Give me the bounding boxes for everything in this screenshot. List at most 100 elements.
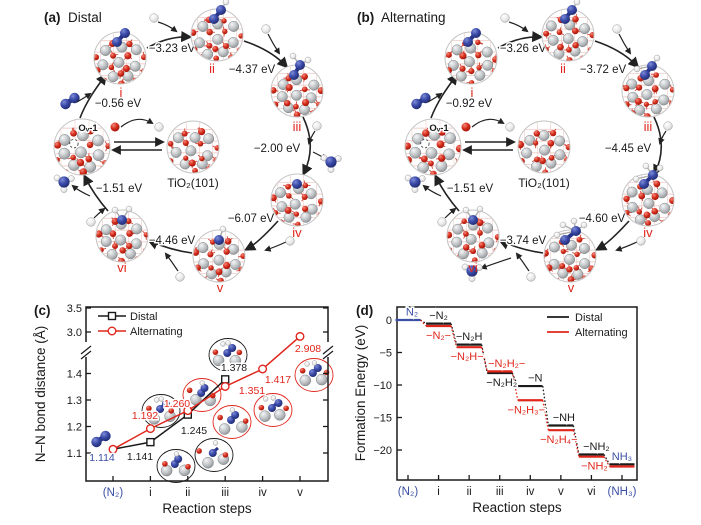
x-axis-title: Reaction steps [472, 500, 562, 515]
n-atom [289, 70, 299, 80]
ti-atom [435, 160, 448, 173]
o-atom [224, 237, 232, 245]
legend-label: Alternating [130, 326, 183, 338]
energy-label: −4.60 eV [579, 213, 626, 225]
h-addition-arrow [444, 207, 457, 219]
o-atom [591, 251, 596, 259]
reaction-arrow-6 [83, 173, 109, 212]
h-atom-free [175, 272, 185, 282]
adsorbate-n2h3 [632, 162, 664, 189]
reaction-arrow-5 [497, 239, 544, 254]
ti-atom [641, 89, 653, 101]
o-atom [623, 195, 630, 202]
h-atom-free [500, 13, 510, 23]
n-atom [274, 399, 283, 407]
n-atom [267, 404, 276, 412]
ti-atom [218, 423, 231, 435]
y-tick-label: 1.4 [67, 369, 82, 381]
ti-atom [275, 187, 286, 199]
energy-label: −1.51 eV [96, 183, 143, 195]
o-atom [183, 155, 189, 161]
ti-atom [276, 91, 288, 103]
ti-atom [115, 234, 127, 246]
adsorbate-n [292, 179, 302, 189]
ti-atom [124, 248, 136, 260]
energy-label: −3.72 eV [580, 64, 627, 76]
o-atom [173, 169, 179, 173]
n-atom [60, 98, 71, 110]
n-atom [292, 179, 302, 189]
o-atom [468, 80, 475, 84]
cycle-structure-ii [190, 0, 244, 62]
ti-atom [228, 20, 240, 32]
ti-atom [189, 132, 201, 144]
o-atom [222, 28, 228, 35]
o-atom [271, 87, 277, 94]
o-atom [117, 70, 125, 77]
o-atom [240, 253, 245, 259]
h-addition-arrow [307, 130, 316, 145]
o-atom [572, 41, 579, 49]
oxygen-removal-arrow [120, 117, 154, 128]
cycle-step-label-v: v [568, 280, 575, 295]
o-atom [475, 52, 482, 59]
legend-label: Distal [575, 312, 603, 324]
o-atom [544, 250, 549, 257]
step-label: −N₂H [456, 331, 483, 343]
o-atom [543, 30, 550, 37]
legend-label: Alternating [575, 327, 628, 339]
o-atom [168, 408, 175, 414]
n-atom [209, 14, 219, 24]
reaction-arrow-1 [497, 31, 544, 49]
h-atom [111, 206, 119, 214]
o-atom [197, 140, 204, 147]
o-atom [212, 349, 219, 355]
plot-border [396, 306, 638, 481]
y-tick-label: −5 [379, 348, 392, 360]
structure-inset [253, 393, 293, 427]
energy-label: −4.45 eV [605, 143, 652, 155]
x-tick-label: ii [185, 487, 190, 499]
o-atom [301, 193, 308, 200]
o-atom [214, 145, 219, 151]
n-atom [560, 14, 570, 24]
step-label: −N₂H₂ [486, 377, 517, 389]
ti-atom [643, 198, 655, 209]
ti-atom [577, 36, 589, 48]
o-atom [567, 276, 575, 282]
cycle-step-label-v: v [217, 280, 224, 295]
h-addition-arrow [515, 252, 530, 272]
n-atom [571, 226, 581, 236]
x-tick-label: iii [496, 486, 504, 498]
n-atom [231, 411, 240, 419]
o-atom-free [461, 122, 471, 132]
ti-atom [160, 464, 173, 477]
reaction-arrow-4 [244, 220, 279, 251]
h-atom-free [261, 24, 271, 34]
ti-atom [197, 242, 209, 254]
ti-atom [227, 37, 239, 48]
ti-atom [97, 59, 109, 71]
o-atom [212, 45, 219, 53]
reduced-surface-structure [404, 118, 462, 176]
ti-atom [659, 78, 671, 90]
x-tick-label: (N₂) [103, 487, 124, 499]
o-atom [557, 43, 564, 51]
o-atom [477, 230, 483, 236]
ti-atom [107, 71, 119, 83]
o-atom [61, 169, 69, 175]
o-atom [86, 141, 94, 149]
ti-atom [289, 198, 301, 210]
ti-atom [259, 410, 271, 422]
ti-atom [464, 56, 475, 68]
h-atom [633, 65, 641, 73]
o-atom [108, 64, 115, 71]
step-label: −N [528, 373, 542, 385]
h-atom-free [505, 122, 515, 132]
data-point-distal [220, 375, 230, 384]
x-tick-label: i [437, 486, 440, 498]
step-label: −N₂H₃− [508, 404, 546, 416]
panel-tag: (a) [44, 10, 61, 25]
ti-atom [521, 147, 533, 159]
o-atom [559, 263, 566, 270]
